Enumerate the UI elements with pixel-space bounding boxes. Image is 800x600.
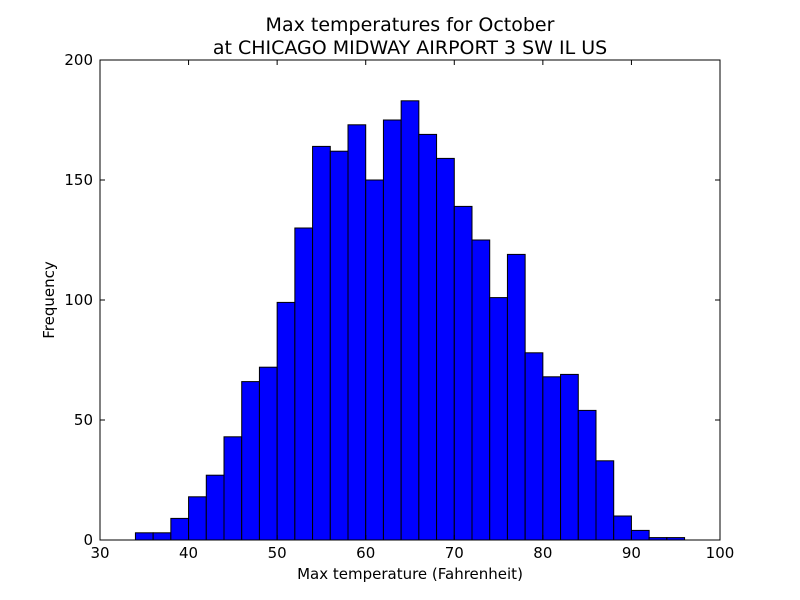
histogram-bar-0 [134, 532, 154, 541]
y-tick-label: 100 [64, 291, 93, 309]
histogram-bar-13 [365, 179, 384, 541]
histogram-bar-18 [453, 205, 473, 541]
x-tick-label: 80 [533, 544, 552, 562]
histogram-bar-9 [294, 227, 314, 541]
histogram-bar-17 [436, 157, 455, 541]
chart-title-line2: at CHICAGO MIDWAY AIRPORT 3 SW IL US [213, 37, 607, 59]
histogram-bar-6 [241, 381, 260, 541]
histogram-bar-20 [489, 297, 508, 541]
x-tick-label: 90 [622, 544, 641, 562]
histogram-bar-2 [170, 517, 190, 541]
bars-group [134, 100, 686, 541]
histogram-bar-25 [577, 409, 597, 541]
histogram-bar-19 [471, 239, 491, 541]
histogram-bar-4 [205, 474, 225, 541]
histogram-bar-16 [418, 133, 438, 541]
histogram-bar-11 [329, 150, 349, 541]
x-tick-label: 60 [356, 544, 375, 562]
y-tick-label: 200 [64, 51, 93, 69]
y-tick-label: 150 [64, 171, 93, 189]
ticks-group: 30 40 50 60 70 80 90 100 0 50 100 150 200 [64, 51, 734, 562]
histogram-bar-3 [188, 496, 207, 541]
histogram-bar-1 [152, 532, 172, 541]
histogram-bar-26 [595, 460, 615, 541]
histogram-bar-10 [312, 145, 331, 541]
histogram-bar-7 [258, 366, 278, 541]
x-tick-label: 100 [706, 544, 735, 562]
histogram-bar-21 [506, 253, 526, 541]
x-tick-label: 50 [268, 544, 287, 562]
histogram-bar-27 [613, 515, 632, 541]
histogram-bar-8 [276, 301, 296, 541]
y-tick-label: 0 [83, 531, 93, 549]
histogram-bar-5 [223, 436, 243, 541]
histogram-bar-15 [400, 100, 420, 541]
histogram-bar-28 [630, 529, 650, 541]
histogram-bar-24 [560, 373, 579, 541]
histogram-bar-12 [347, 124, 367, 541]
x-tick-label: 70 [445, 544, 464, 562]
y-axis-label: Frequency [40, 261, 58, 339]
x-axis-label: Max temperature (Fahrenheit) [297, 565, 523, 583]
x-tick-label: 40 [179, 544, 198, 562]
histogram-bar-14 [382, 119, 402, 541]
x-tick-label: 30 [90, 544, 109, 562]
histogram-bar-22 [524, 352, 544, 541]
histogram-bar-23 [542, 376, 562, 541]
plot-frame [99, 59, 721, 541]
chart-title-line1: Max temperatures for October [266, 14, 555, 36]
y-tick-label: 50 [74, 411, 93, 429]
